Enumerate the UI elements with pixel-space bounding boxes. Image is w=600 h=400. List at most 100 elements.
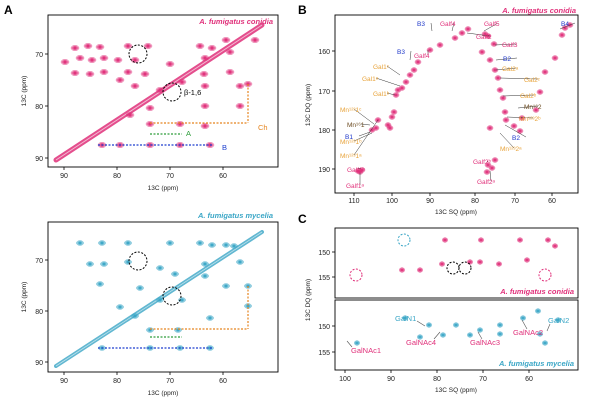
contour-peak bbox=[145, 105, 155, 111]
contour-peak bbox=[542, 340, 549, 346]
contour-peak bbox=[436, 42, 444, 48]
contour-peak bbox=[497, 331, 504, 337]
contour-peak bbox=[200, 103, 210, 109]
b-label: B bbox=[222, 143, 227, 152]
y-tick-label: 160 bbox=[318, 49, 330, 56]
leader-line bbox=[489, 170, 492, 182]
y-tick-label: 70 bbox=[35, 52, 43, 59]
leader-line bbox=[430, 22, 433, 32]
peak-label: Galf3 bbox=[502, 42, 518, 49]
contour-peak bbox=[70, 70, 80, 76]
x-tick-label: 60 bbox=[219, 378, 227, 385]
contour-peak bbox=[250, 37, 260, 43]
peak-label: B3 bbox=[417, 21, 425, 28]
contour-peak bbox=[451, 35, 459, 41]
panel-c-ylabel: 13C DQ (ppm) bbox=[305, 279, 312, 321]
leader-line bbox=[386, 65, 401, 76]
panel-c-top-frame bbox=[334, 227, 579, 299]
contour-peak bbox=[372, 125, 380, 131]
contour-peak bbox=[201, 261, 209, 267]
contour-peak bbox=[225, 69, 235, 75]
panel-a-label: A bbox=[4, 3, 13, 17]
x-tick-label: 60 bbox=[219, 173, 227, 180]
leader-line bbox=[409, 50, 412, 61]
y-tick-label: 80 bbox=[35, 309, 43, 316]
leader-line bbox=[375, 77, 401, 87]
contour-peak bbox=[200, 55, 210, 61]
contour-peak bbox=[95, 44, 105, 50]
contour-peak bbox=[390, 109, 398, 115]
contour-peak bbox=[442, 237, 449, 243]
contour-peak bbox=[174, 327, 182, 333]
label-galnac1: GalNAc1 bbox=[351, 346, 381, 355]
y-tick-label: 150 bbox=[318, 324, 330, 331]
contour-peak bbox=[478, 49, 486, 55]
contour-peak bbox=[426, 322, 433, 328]
panel-a-bottom-yticks: 70 80 90 bbox=[35, 258, 48, 367]
x-tick-label: 70 bbox=[166, 173, 174, 180]
contour-peak bbox=[235, 103, 245, 109]
contour-peak bbox=[491, 157, 499, 163]
circle-marker bbox=[128, 44, 148, 64]
contour-peak bbox=[113, 57, 123, 63]
beta-16-label: β-1,6 bbox=[184, 88, 201, 97]
contour-peak bbox=[201, 273, 209, 279]
panel-c-top-title: A. fumigatus conidia bbox=[499, 287, 574, 296]
contour-peak bbox=[96, 281, 104, 287]
contour-peak bbox=[467, 332, 474, 338]
contour-peak bbox=[552, 243, 559, 249]
contour-peak bbox=[402, 315, 409, 321]
panel-b-leader-lines bbox=[353, 22, 576, 185]
panel-c-spectrum bbox=[354, 237, 562, 346]
peak-label: Mn¹²³1ᶜ bbox=[340, 107, 362, 114]
y-tick-label: 90 bbox=[35, 156, 43, 163]
panel-b-xlabel: 13C SQ (ppm) bbox=[435, 209, 477, 216]
contour-peak bbox=[156, 297, 164, 303]
panel-b-label: B bbox=[298, 3, 307, 17]
contour-peak bbox=[384, 122, 392, 128]
panel-c-xlabel: 13C SQ (ppm) bbox=[435, 387, 477, 394]
a-label: A bbox=[186, 129, 191, 138]
peak-label: Gal2ᵃ bbox=[502, 66, 519, 73]
peak-label: Gal1ᵃ bbox=[362, 76, 379, 83]
contour-peak bbox=[208, 242, 216, 248]
contour-peak bbox=[145, 142, 155, 148]
contour-peak bbox=[494, 75, 502, 81]
y-tick-label: 70 bbox=[35, 258, 43, 265]
y-tick-label: 190 bbox=[318, 167, 330, 174]
contour-peak bbox=[230, 243, 238, 249]
leader-line bbox=[506, 116, 534, 119]
contour-peak bbox=[477, 259, 484, 265]
leader-line bbox=[416, 320, 426, 327]
leader-line bbox=[502, 94, 535, 97]
peak-label: Mn¹²³1ᵇ bbox=[340, 139, 362, 146]
contour-peak bbox=[75, 55, 85, 61]
contour-peak bbox=[354, 340, 361, 346]
contour-peak bbox=[464, 26, 472, 32]
contour-peak bbox=[86, 261, 94, 267]
x-tick-label: 90 bbox=[60, 173, 68, 180]
panel-c-label: C bbox=[298, 212, 307, 226]
peak-label: Galf1ᵇ bbox=[347, 167, 366, 174]
leader-line bbox=[494, 43, 517, 46]
panel-a-top-title: A. fumigatus conidia bbox=[198, 17, 273, 26]
contour-peak bbox=[524, 257, 531, 263]
contour-peak bbox=[221, 37, 231, 43]
x-tick-label: 80 bbox=[433, 376, 441, 383]
contour-peak bbox=[555, 317, 562, 323]
contour-peak bbox=[98, 240, 106, 246]
y-tick-label: 170 bbox=[318, 89, 330, 96]
contour-peak bbox=[486, 57, 494, 63]
peak-label: B1 bbox=[345, 134, 353, 141]
panel-b-ylabel: 13C DQ (ppm) bbox=[305, 84, 312, 126]
contour-peak bbox=[115, 77, 125, 83]
leader-line bbox=[499, 132, 515, 149]
contour-peak bbox=[398, 85, 406, 91]
x-tick-label: 80 bbox=[113, 173, 121, 180]
leader-line bbox=[353, 108, 375, 125]
leader-line bbox=[466, 32, 491, 37]
leader-line bbox=[357, 167, 362, 170]
contour-peak bbox=[195, 43, 205, 49]
contour-peak bbox=[491, 67, 499, 73]
panel-b-frame bbox=[334, 14, 579, 194]
